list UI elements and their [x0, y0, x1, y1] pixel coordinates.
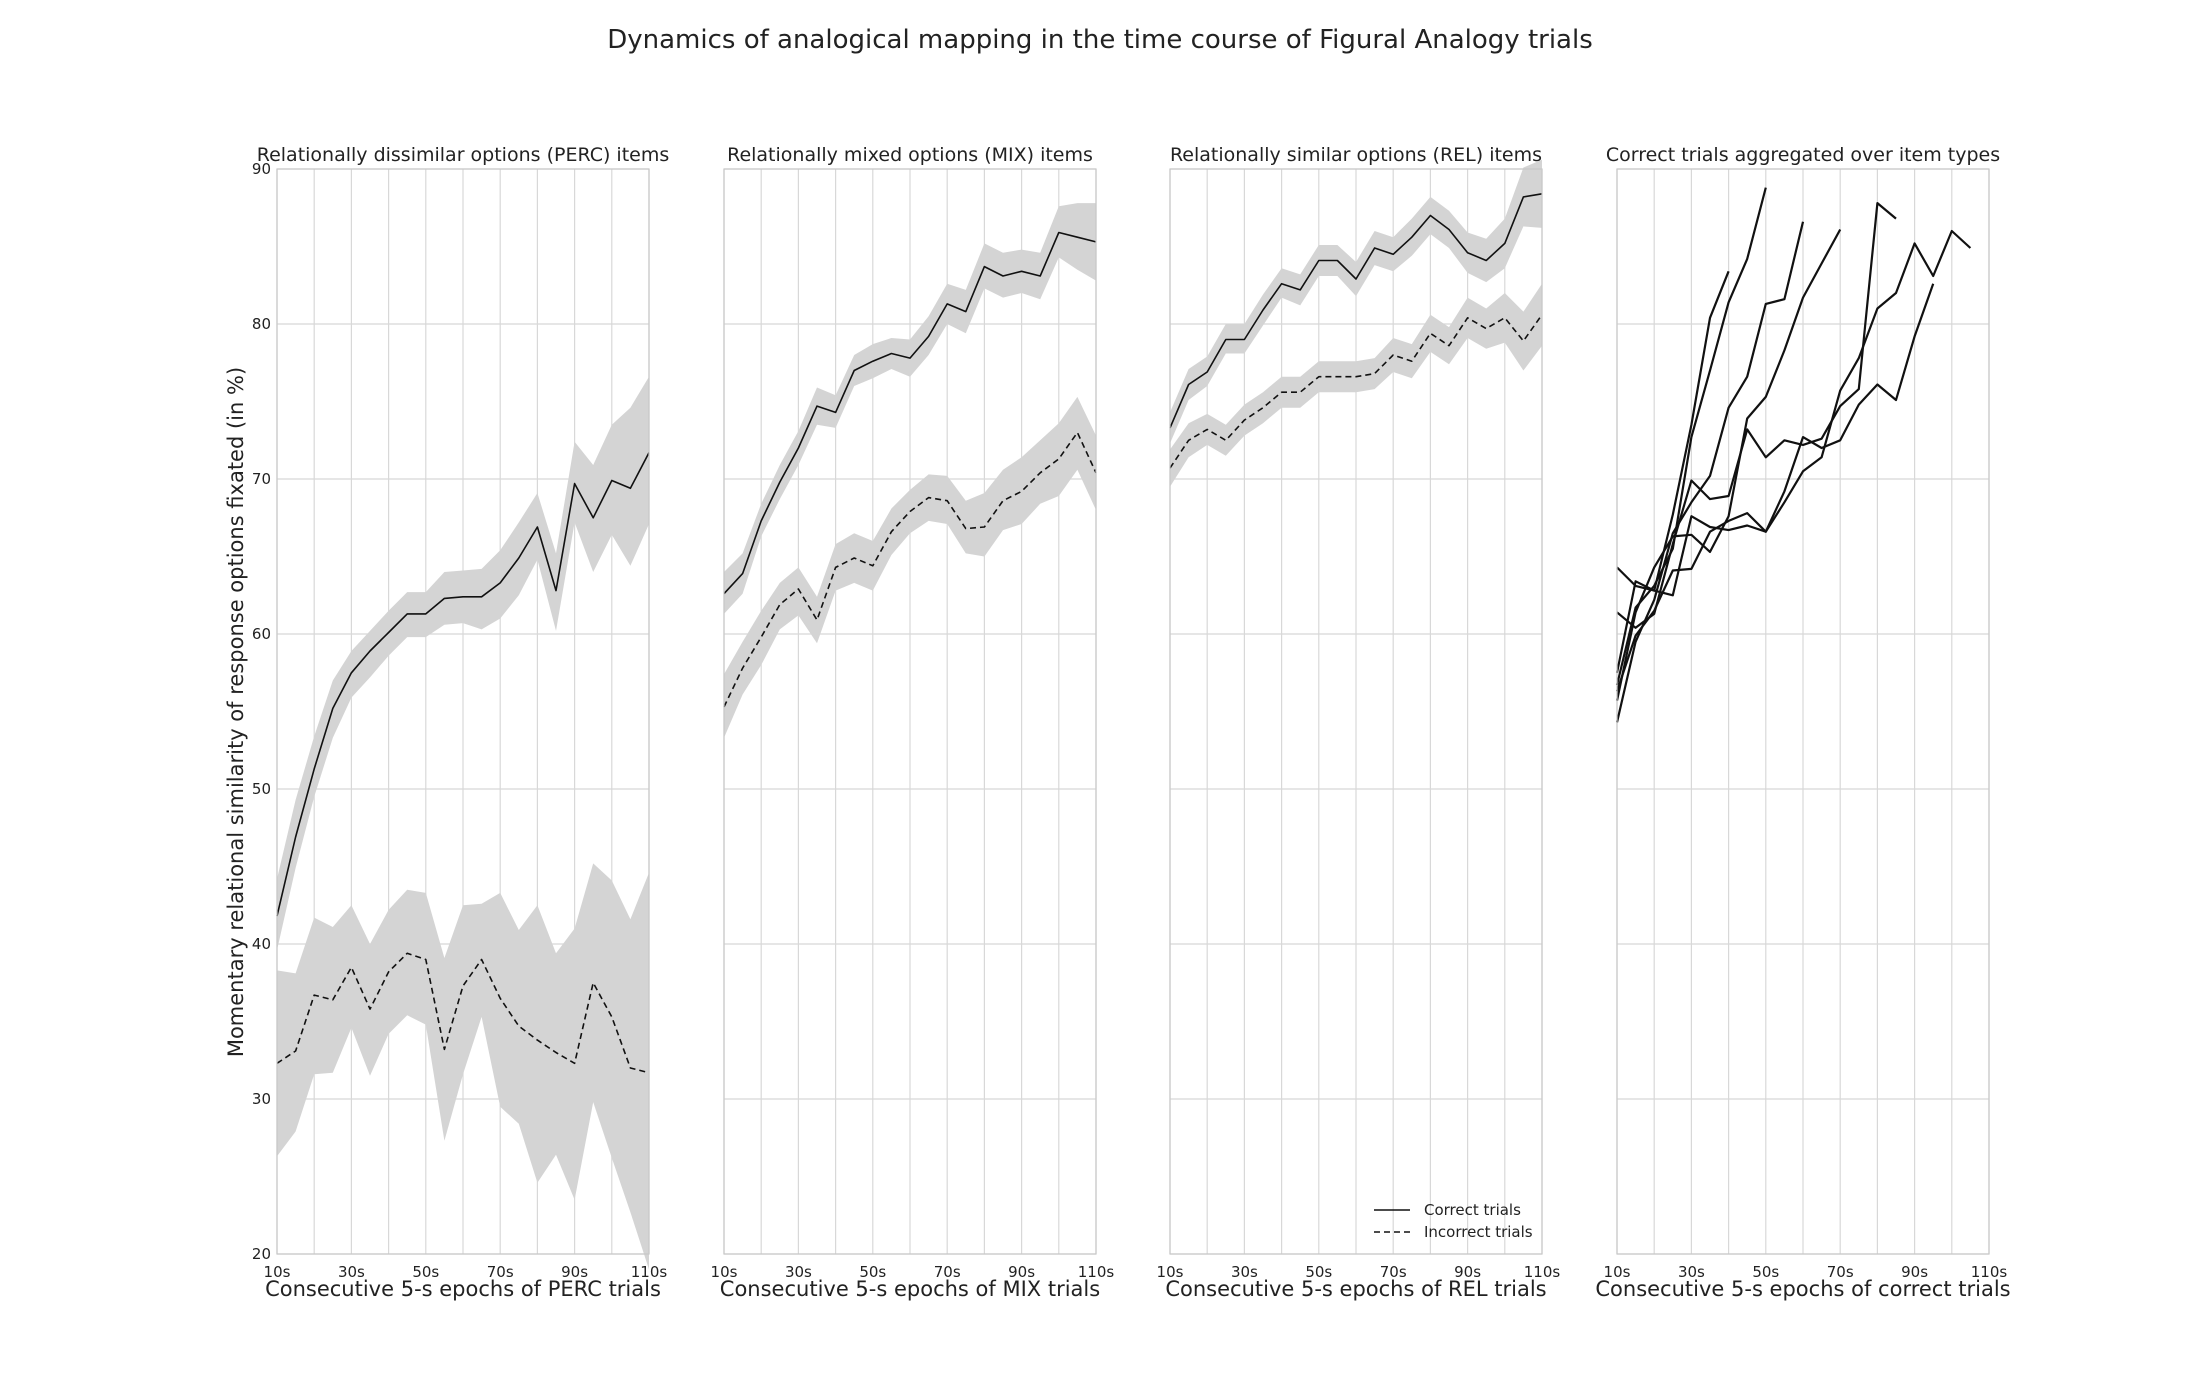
x-axis-label: Consecutive 5-s epochs of MIX trials — [720, 1277, 1100, 1301]
series-dashed — [1169, 314, 1543, 469]
x-tick-label: 90s — [1901, 1263, 1928, 1281]
legend-label: Incorrect trials — [1424, 1223, 1533, 1241]
x-axis-label: Consecutive 5-s epochs of PERC trials — [265, 1277, 661, 1301]
trajectory-line-6 — [1616, 229, 1972, 597]
y-tick-label: 80 — [252, 315, 271, 333]
x-tick-labels: 10s 30s 50s 70s 90s 110s — [1604, 1263, 2008, 1281]
ci-band-solid — [724, 203, 1096, 614]
figure-title: Dynamics of analogical mapping in the ti… — [607, 25, 1593, 55]
plot-area — [1615, 187, 1972, 723]
x-tick-labels: 10s 30s 50s 70s 90s 110s — [264, 1263, 668, 1281]
series-solid — [723, 231, 1097, 595]
x-tick-label: 30s — [1678, 1263, 1705, 1281]
panel-2: 10s 30s 50s 70s 90s 110s Relationally mixed op… — [711, 144, 1115, 1301]
x-tick-label: 70s — [1380, 1263, 1407, 1281]
x-tick-label: 50s — [412, 1263, 439, 1281]
trajectory-line-5 — [1616, 202, 1897, 629]
series-solid — [1169, 193, 1543, 429]
x-axis-label: Consecutive 5-s epochs of REL trials — [1165, 1277, 1546, 1301]
trajectory-line-1 — [1615, 270, 1730, 674]
panels: 10s 30s 50s 70s 90s 110s2030405060708090Relat… — [252, 144, 2011, 1301]
ci-band-dashed — [724, 396, 1096, 738]
trajectory-line-4 — [1615, 228, 1842, 701]
x-tick-label: 110s — [1524, 1263, 1561, 1281]
panel-title: Relationally similar options (REL) items — [1170, 144, 1542, 166]
x-tick-label: 90s — [561, 1263, 588, 1281]
panel-3: 10s 30s 50s 70s 90s 110s Relationally similar … — [1157, 144, 1561, 1301]
series-dashed — [723, 431, 1097, 708]
x-tick-label: 10s — [1604, 1263, 1631, 1281]
panel-4: 10s 30s 50s 70s 90s 110s Correct trials aggreg… — [1595, 144, 2010, 1301]
panel-title: Relationally mixed options (MIX) items — [727, 144, 1093, 166]
x-tick-label: 10s — [264, 1263, 291, 1281]
axes-frame — [276, 168, 650, 1255]
y-tick-label: 50 — [252, 780, 271, 798]
grid — [1616, 168, 1990, 1255]
series-dashed — [276, 952, 650, 1074]
x-tick-label: 70s — [487, 1263, 514, 1281]
x-tick-label: 70s — [934, 1263, 961, 1281]
legend-label: Correct trials — [1424, 1201, 1521, 1219]
x-tick-labels: 10s 30s 50s 70s 90s 110s — [1157, 1263, 1561, 1281]
y-tick-label: 60 — [252, 625, 271, 643]
y-tick-label: 40 — [252, 935, 271, 953]
y-tick-label: 30 — [252, 1090, 271, 1108]
x-tick-label: 110s — [1078, 1263, 1115, 1281]
x-tick-label: 50s — [1752, 1263, 1779, 1281]
x-tick-label: 90s — [1008, 1263, 1035, 1281]
x-tick-labels: 10s 30s 50s 70s 90s 110s — [711, 1263, 1115, 1281]
y-tick-label: 20 — [252, 1245, 271, 1263]
y-tick-labels: 20 30 40 50 60 70 80 90 — [252, 160, 271, 1263]
ci-band-dashed — [277, 863, 649, 1270]
plot-area — [723, 203, 1097, 738]
plot-area — [276, 376, 650, 1270]
trajectory-line-3 — [1615, 221, 1805, 723]
x-tick-label: 10s — [711, 1263, 738, 1281]
grid — [723, 168, 1097, 1255]
x-tick-label: 30s — [785, 1263, 812, 1281]
axes-frame — [1169, 168, 1543, 1255]
axes-frame — [1616, 168, 1990, 1255]
x-tick-label: 10s — [1157, 1263, 1184, 1281]
panel-title: Correct trials aggregated over item type… — [1606, 144, 2000, 166]
legend: Correct trials Incorrect trials — [1374, 1201, 1533, 1241]
axes-frame — [723, 168, 1097, 1255]
ci-band-solid — [277, 376, 649, 951]
x-tick-label: 90s — [1454, 1263, 1481, 1281]
panel-1: 10s 30s 50s 70s 90s 110s 20 30 40 50 60 70 80 90Relat… — [252, 144, 669, 1301]
x-tick-label: 50s — [859, 1263, 886, 1281]
x-tick-label: 110s — [1971, 1263, 2008, 1281]
plot-area — [1169, 159, 1543, 487]
trajectory-line-7 — [1615, 283, 1935, 692]
y-tick-label: 90 — [252, 160, 271, 178]
x-tick-label: 30s — [1231, 1263, 1258, 1281]
x-axis-label: Consecutive 5-s epochs of correct trials — [1595, 1277, 2010, 1301]
x-tick-label: 110s — [631, 1263, 668, 1281]
x-tick-label: 50s — [1305, 1263, 1332, 1281]
panel-title: Relationally dissimilar options (PERC) i… — [257, 144, 670, 166]
trajectory-line-2 — [1615, 187, 1767, 686]
y-tick-label: 70 — [252, 470, 271, 488]
ci-band-dashed — [1170, 283, 1542, 487]
x-tick-label: 30s — [338, 1263, 365, 1281]
y-axis-label: Momentary relational similarity of respo… — [224, 367, 248, 1057]
series-solid — [276, 452, 650, 917]
x-tick-label: 70s — [1827, 1263, 1854, 1281]
